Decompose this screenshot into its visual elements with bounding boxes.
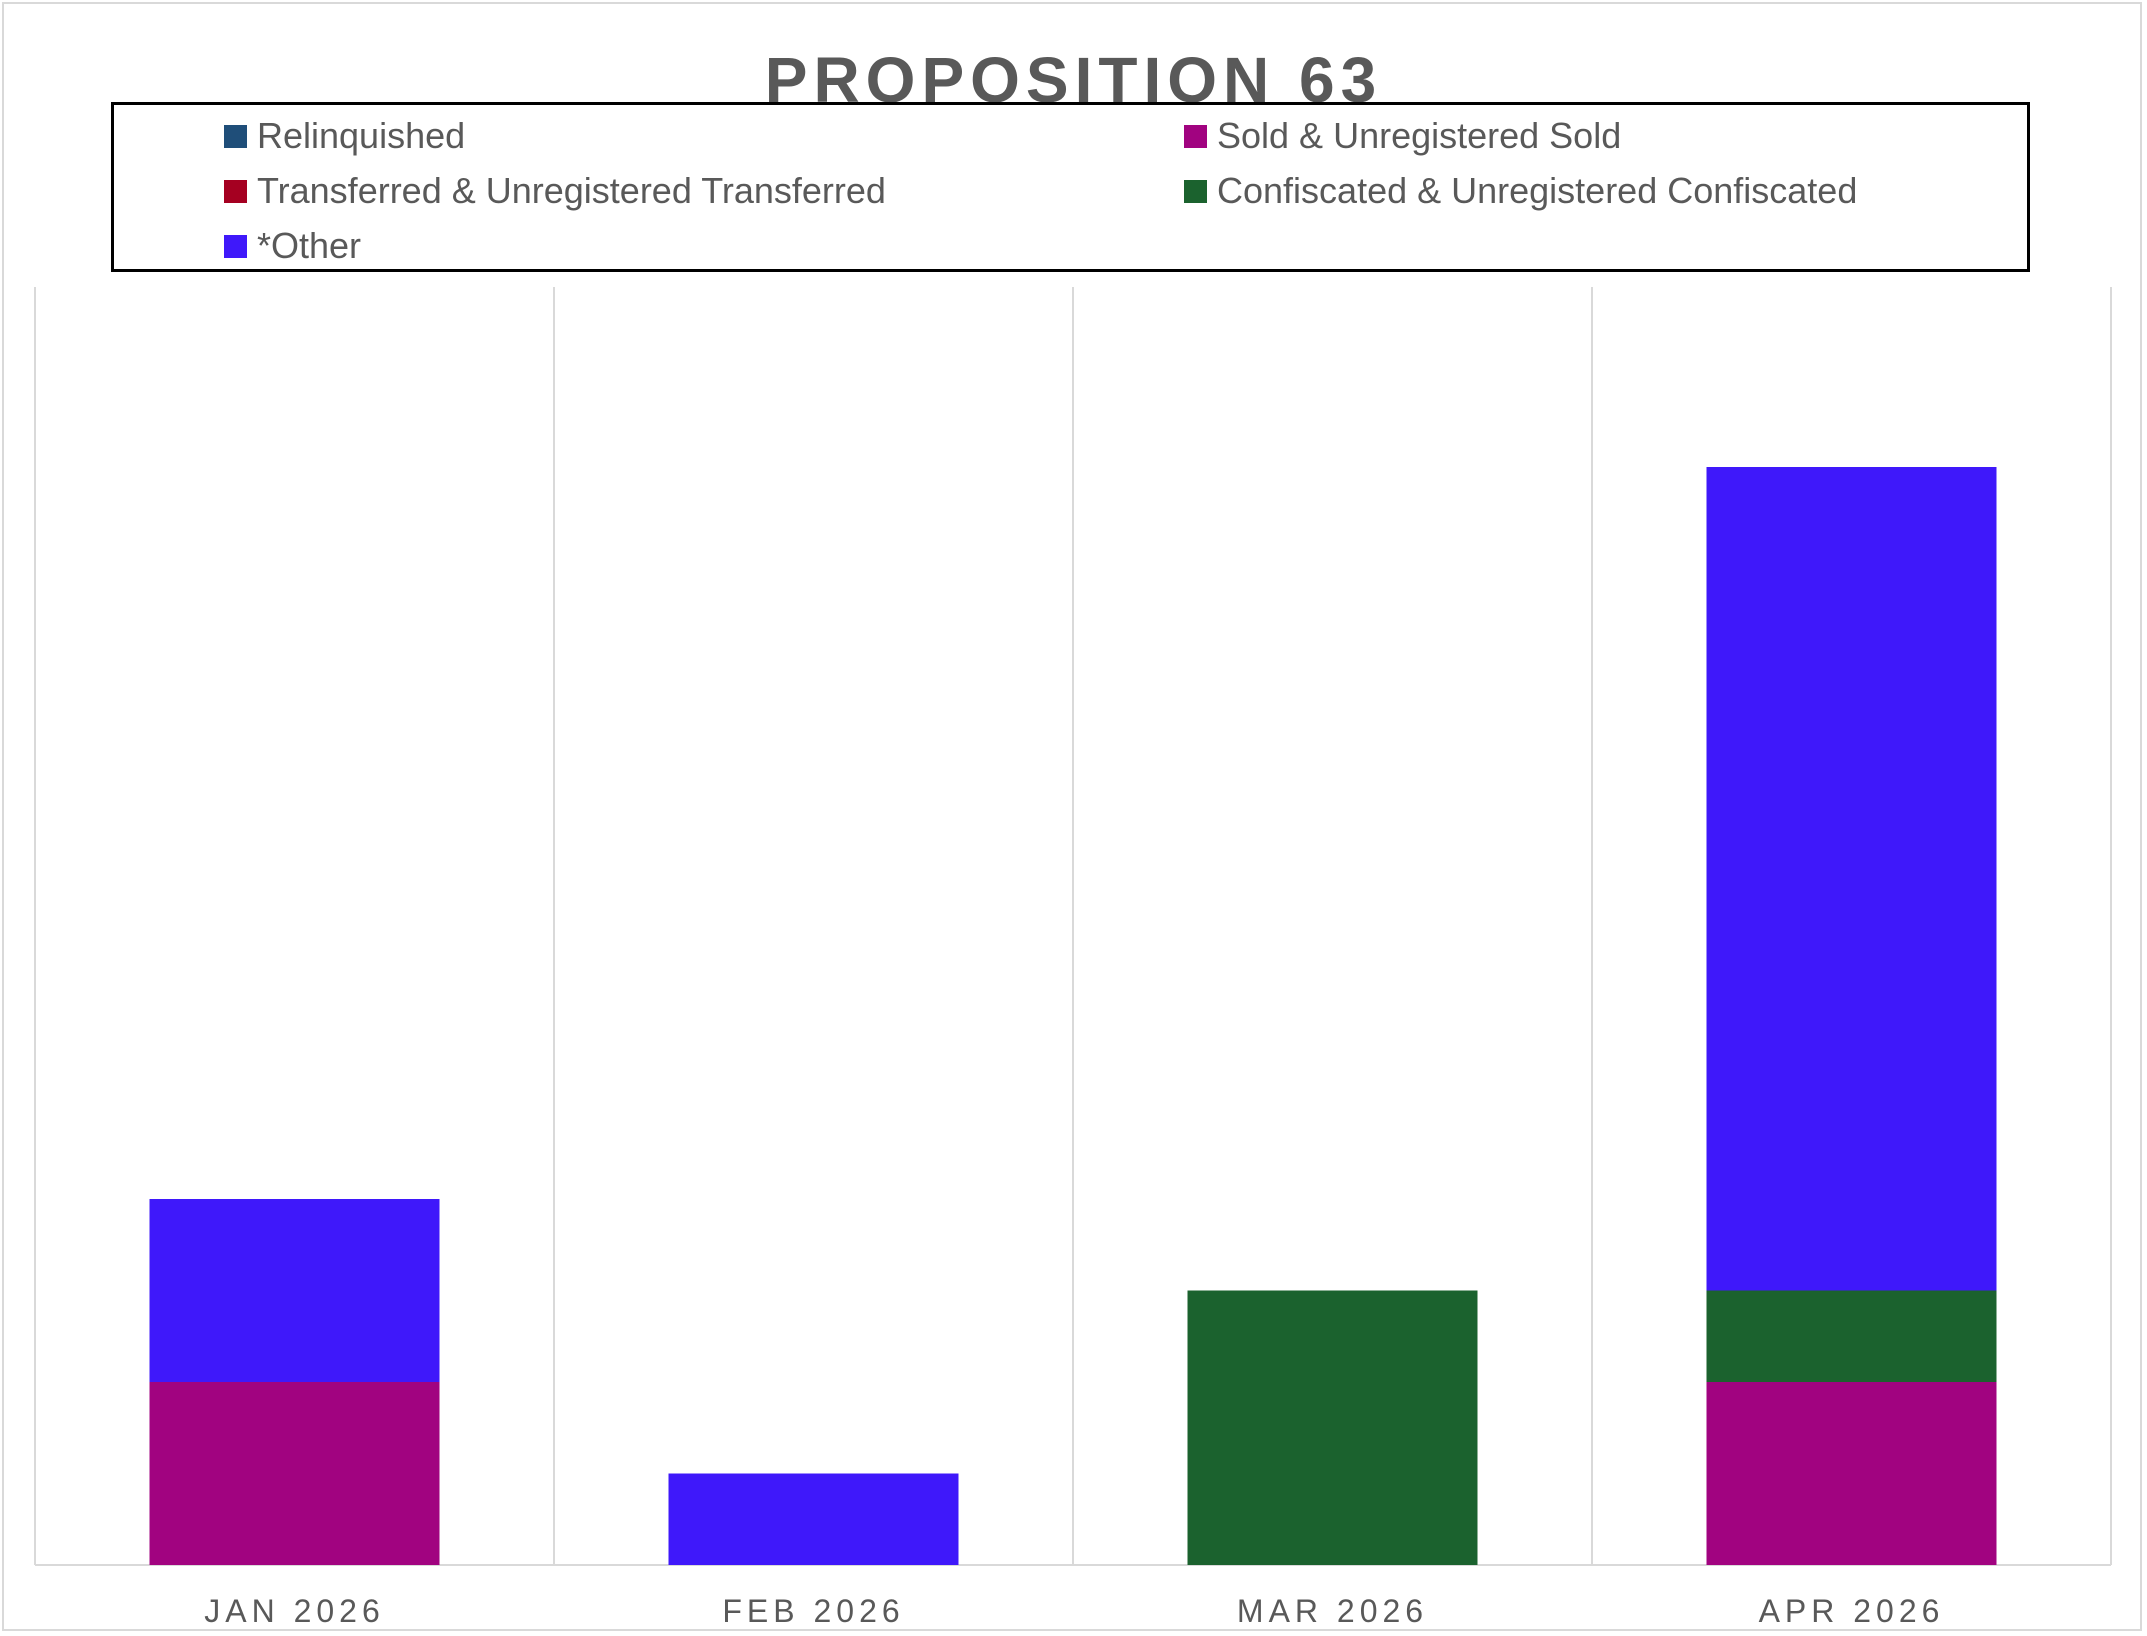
legend-item-other: *Other <box>224 221 361 271</box>
legend-swatch-confiscated <box>1184 179 1207 203</box>
legend-label-relinquished: Relinquished <box>257 115 466 156</box>
legend-swatch-sold <box>1184 124 1207 148</box>
x-tick-label: MAR 2026 <box>1237 1593 1428 1629</box>
bar-confiscated-unregistered-confiscated-mar-2026 <box>1187 1290 1478 1565</box>
legend-label-confiscated: Confiscated & Unregistered Confiscated <box>1217 170 1858 211</box>
legend-swatch-relinquished <box>224 124 247 148</box>
bar-other-apr-2026 <box>1706 467 1997 1291</box>
legend-swatch-other <box>224 234 247 258</box>
legend-swatch-transferred <box>224 179 247 203</box>
legend-item-sold: Sold & Unregistered Sold <box>1184 111 1621 161</box>
bar-other-feb-2026 <box>668 1473 959 1565</box>
legend-item-transferred: Transferred & Unregistered Transferred <box>224 166 886 216</box>
legend-item-confiscated: Confiscated & Unregistered Confiscated <box>1184 166 1857 216</box>
chart-legend: Relinquished Sold & Unregistered Sold Tr… <box>111 102 2030 272</box>
x-tick-label: APR 2026 <box>1759 1593 1945 1629</box>
x-tick-label: FEB 2026 <box>722 1593 904 1629</box>
legend-label-sold: Sold & Unregistered Sold <box>1217 115 1622 156</box>
legend-item-relinquished: Relinquished <box>224 111 465 161</box>
bar-confiscated-unregistered-confiscated-apr-2026 <box>1706 1290 1997 1382</box>
bar-sold-unregistered-sold-jan-2026 <box>149 1382 440 1565</box>
legend-label-other: *Other <box>257 225 362 266</box>
x-tick-label: JAN 2026 <box>204 1593 385 1629</box>
bar-sold-unregistered-sold-apr-2026 <box>1706 1382 1997 1565</box>
legend-label-transferred: Transferred & Unregistered Transferred <box>257 170 886 211</box>
bar-other-jan-2026 <box>149 1199 440 1382</box>
